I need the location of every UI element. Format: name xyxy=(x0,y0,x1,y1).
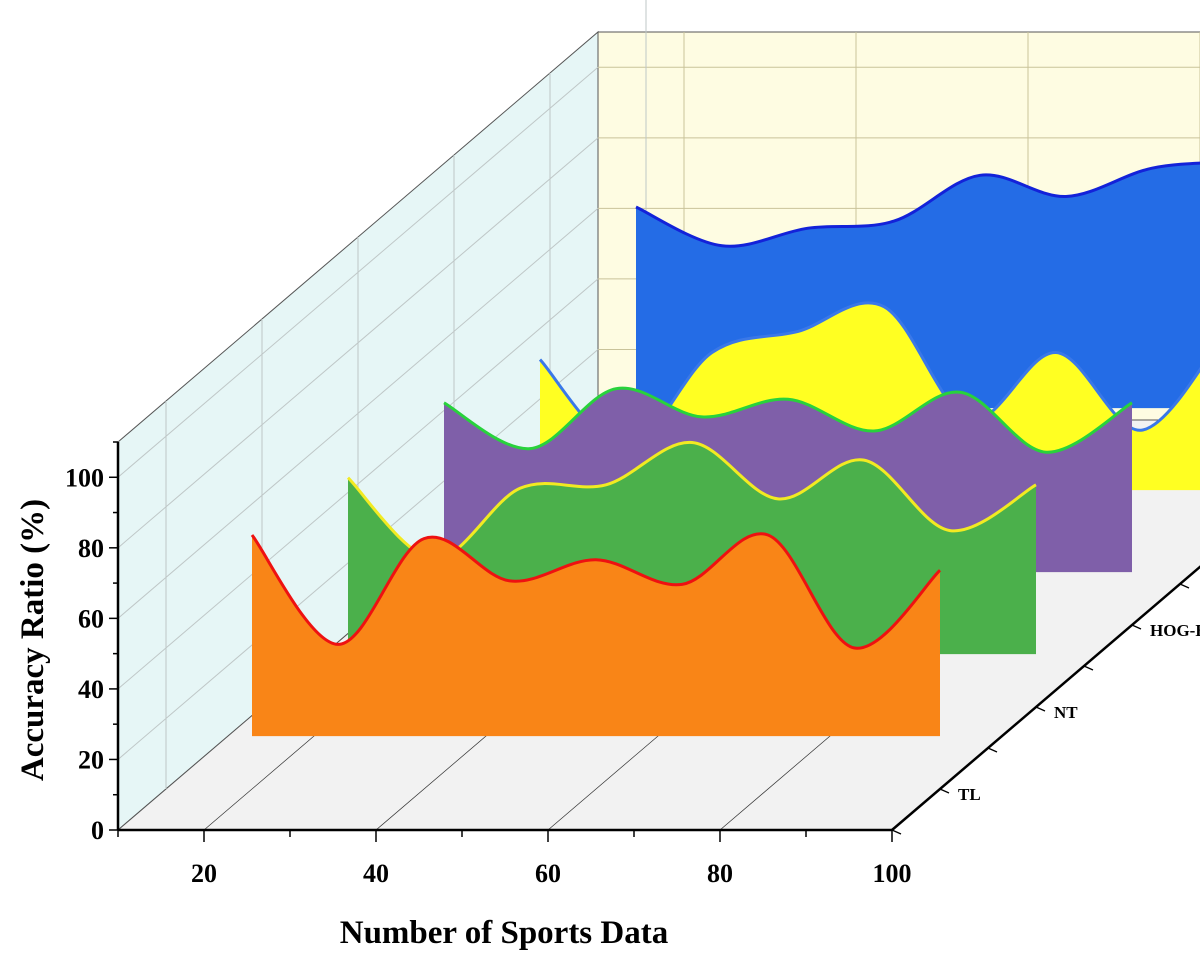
y-tick-label: 100 xyxy=(65,463,104,492)
y-axis-title: Accuracy Ratio (%) xyxy=(15,499,51,781)
x-axis-title: Number of Sports Data xyxy=(340,915,668,951)
x-tick-label: 80 xyxy=(707,859,733,888)
x-tick-label: 40 xyxy=(363,859,389,888)
chart-axes: 02040608010020406080100TLNTHOG-BDLSTMNLP… xyxy=(65,441,1200,888)
depth-minor-tick xyxy=(891,829,902,835)
depth-minor-tick xyxy=(1083,665,1094,671)
series-label-tl: TL xyxy=(958,785,981,804)
series-line xyxy=(250,532,942,650)
depth-tick xyxy=(1035,706,1046,712)
y-tick-label: 0 xyxy=(91,816,104,845)
chart-series xyxy=(250,161,1200,737)
depth-minor-tick xyxy=(987,747,998,753)
series-ribbon-tl xyxy=(250,532,942,737)
x-tick-label: 60 xyxy=(535,859,561,888)
y-tick-label: 40 xyxy=(78,675,104,704)
depth-tick xyxy=(939,788,950,794)
depth-tick xyxy=(1131,624,1142,630)
x-tick-label: 100 xyxy=(873,859,912,888)
depth-minor-tick xyxy=(1179,583,1190,589)
y-tick-label: 80 xyxy=(78,534,104,563)
series-label-hog-bdlstm: HOG-BDLSTM xyxy=(1150,621,1200,640)
y-tick-label: 20 xyxy=(78,745,104,774)
series-line xyxy=(635,161,1200,248)
series-line xyxy=(443,386,1133,454)
series-label-nt: NT xyxy=(1054,703,1078,722)
series-area xyxy=(252,533,940,737)
x-tick-label: 20 xyxy=(191,859,217,888)
y-tick-label: 60 xyxy=(78,604,104,633)
